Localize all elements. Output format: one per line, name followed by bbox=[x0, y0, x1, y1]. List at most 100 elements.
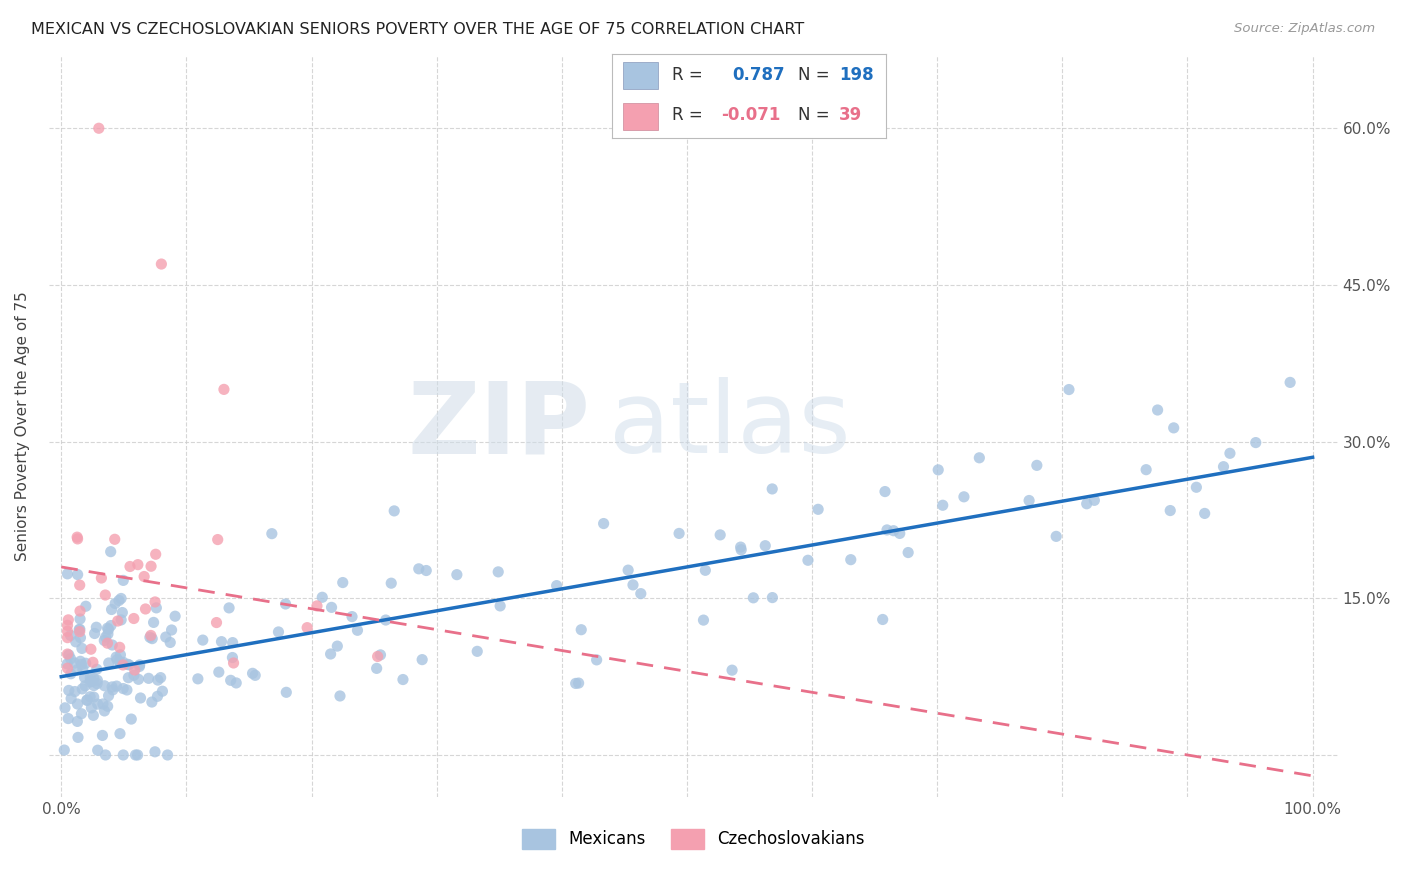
Point bbox=[70, 641, 93, 656]
Point bbox=[83, 679, 105, 693]
Point bbox=[489, 599, 512, 613]
Point bbox=[569, 623, 592, 637]
Point bbox=[1219, 446, 1241, 460]
Point bbox=[295, 621, 318, 635]
Point bbox=[100, 602, 122, 616]
Point bbox=[108, 593, 131, 607]
Point bbox=[112, 656, 135, 670]
Point bbox=[876, 523, 898, 537]
Text: MEXICAN VS CZECHOSLOVAKIAN SENIORS POVERTY OVER THE AGE OF 75 CORRELATION CHART: MEXICAN VS CZECHOSLOVAKIAN SENIORS POVER… bbox=[31, 22, 804, 37]
Point bbox=[807, 502, 830, 516]
Point bbox=[58, 648, 80, 662]
Point bbox=[86, 743, 108, 757]
Point bbox=[108, 726, 131, 740]
Point bbox=[221, 650, 243, 665]
Text: 39: 39 bbox=[839, 106, 862, 124]
Point bbox=[276, 685, 298, 699]
Point bbox=[221, 635, 243, 649]
Point bbox=[585, 653, 607, 667]
Point bbox=[730, 540, 752, 554]
Point bbox=[1076, 497, 1098, 511]
Point bbox=[446, 567, 468, 582]
Point bbox=[59, 651, 82, 665]
Point bbox=[94, 747, 117, 762]
Point bbox=[139, 630, 162, 644]
Point bbox=[104, 533, 127, 547]
Point bbox=[730, 542, 752, 557]
Y-axis label: Seniors Poverty Over the Age of 75: Seniors Poverty Over the Age of 75 bbox=[15, 291, 30, 561]
Point bbox=[94, 630, 117, 644]
Point bbox=[630, 586, 652, 600]
Point bbox=[97, 656, 120, 670]
Point bbox=[205, 615, 228, 630]
Point bbox=[897, 545, 920, 559]
Point bbox=[108, 640, 131, 655]
Point bbox=[118, 559, 141, 574]
Point bbox=[97, 627, 120, 641]
Point bbox=[86, 697, 108, 711]
Point bbox=[80, 701, 103, 715]
Text: Source: ZipAtlas.com: Source: ZipAtlas.com bbox=[1234, 22, 1375, 36]
Point bbox=[56, 647, 79, 661]
Point bbox=[117, 657, 139, 672]
Point bbox=[58, 683, 80, 698]
Point bbox=[191, 633, 214, 648]
Point bbox=[311, 591, 333, 605]
Point bbox=[1135, 463, 1157, 477]
Point bbox=[592, 516, 614, 531]
Point bbox=[117, 671, 139, 685]
Point bbox=[139, 628, 162, 642]
Point bbox=[212, 383, 235, 397]
Point bbox=[56, 661, 79, 675]
Point bbox=[69, 622, 91, 636]
Point bbox=[382, 504, 405, 518]
Point bbox=[112, 681, 135, 696]
Point bbox=[112, 574, 135, 588]
Point bbox=[86, 662, 108, 676]
Point bbox=[76, 693, 98, 707]
Point bbox=[546, 579, 568, 593]
Point bbox=[141, 695, 163, 709]
Point bbox=[668, 526, 690, 541]
Point bbox=[141, 632, 163, 646]
Point bbox=[408, 562, 430, 576]
Point bbox=[143, 595, 166, 609]
Point bbox=[83, 626, 105, 640]
Point bbox=[1163, 421, 1185, 435]
Point bbox=[56, 657, 79, 671]
Point bbox=[105, 679, 128, 693]
Point bbox=[69, 631, 91, 645]
Point bbox=[138, 671, 160, 685]
Point bbox=[872, 612, 894, 626]
Point bbox=[86, 676, 108, 690]
Point bbox=[969, 450, 991, 465]
Point bbox=[122, 668, 145, 682]
Point bbox=[134, 569, 156, 583]
Point bbox=[145, 547, 167, 561]
Point bbox=[1194, 507, 1216, 521]
Point bbox=[150, 257, 173, 271]
Point bbox=[66, 714, 89, 729]
Point bbox=[110, 613, 132, 627]
Point bbox=[80, 674, 103, 689]
Point bbox=[953, 490, 976, 504]
Point bbox=[1244, 435, 1267, 450]
Text: R =: R = bbox=[672, 106, 703, 124]
Point bbox=[101, 638, 124, 652]
Point bbox=[91, 728, 114, 742]
Point bbox=[127, 747, 149, 762]
Point bbox=[80, 642, 103, 657]
Point bbox=[70, 706, 93, 721]
Point bbox=[621, 578, 644, 592]
Point bbox=[134, 602, 156, 616]
Point bbox=[761, 482, 783, 496]
Point bbox=[70, 657, 93, 672]
Point bbox=[115, 683, 138, 698]
Text: N =: N = bbox=[799, 66, 830, 84]
Point bbox=[128, 657, 150, 672]
Point bbox=[93, 633, 115, 648]
Point bbox=[69, 624, 91, 639]
Point bbox=[411, 652, 433, 666]
Point bbox=[187, 672, 209, 686]
Point bbox=[104, 597, 127, 611]
